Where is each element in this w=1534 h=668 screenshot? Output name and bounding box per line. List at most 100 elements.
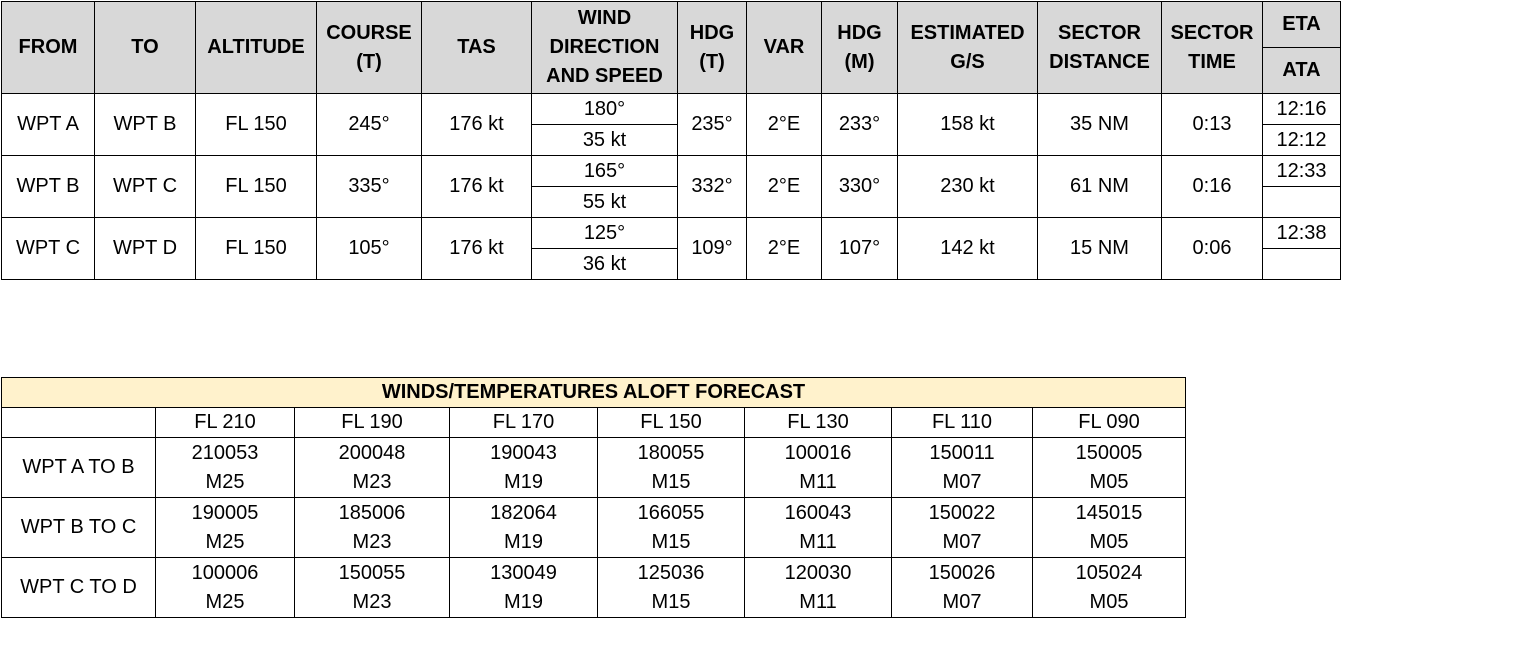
winds-aloft-forecast-table: WINDS/TEMPERATURES ALOFT FORECAST FL 210… — [1, 377, 1186, 618]
header-hdg-mag-line1: HDG — [837, 21, 882, 44]
forecast-cell: 150026 M07 — [891, 557, 1033, 618]
wind-value: 150055 — [338, 561, 406, 584]
row2-var: 2°E — [746, 155, 822, 218]
temp-value: M07 — [942, 590, 982, 613]
wind-value: 120030 — [784, 561, 852, 584]
forecast-cell: 125036 M15 — [597, 557, 745, 618]
forecast-cell: 145015 M05 — [1032, 497, 1186, 558]
forecast-cell: 190005 M25 — [155, 497, 295, 558]
wind-value: 190005 — [191, 501, 259, 524]
row1-wind-speed: 35 kt — [531, 124, 678, 156]
header-hdg-true-line1: HDG — [689, 21, 735, 44]
temp-value: M11 — [799, 470, 837, 493]
segment-label: WPT C TO D — [1, 557, 156, 618]
row3-from: WPT C — [1, 217, 95, 280]
header-sector-distance: SECTOR DISTANCE — [1037, 1, 1162, 94]
forecast-cell: 210053 M25 — [155, 437, 295, 498]
temp-value: M11 — [799, 590, 837, 613]
temp-value: M05 — [1089, 590, 1129, 613]
row1-ata: 12:12 — [1262, 124, 1341, 156]
row3-to: WPT D — [94, 217, 196, 280]
temp-value: M15 — [651, 470, 691, 493]
forecast-cell: 182064 M19 — [449, 497, 598, 558]
levels-corner-cell — [1, 407, 156, 438]
row1-eta: 12:16 — [1262, 93, 1341, 125]
header-sector-time: SECTOR TIME — [1161, 1, 1263, 94]
forecast-cell: 185006 M23 — [294, 497, 450, 558]
level-header: FL 150 — [597, 407, 745, 438]
temp-value: M15 — [651, 590, 691, 613]
row1-wind-direction: 180° — [531, 93, 678, 125]
header-ata: ATA — [1262, 47, 1341, 94]
row3-var: 2°E — [746, 217, 822, 280]
wind-value: 145015 — [1075, 501, 1143, 524]
row3-wind-speed: 36 kt — [531, 248, 678, 280]
header-to: TO — [94, 1, 196, 94]
temp-value: M19 — [504, 530, 543, 553]
row2-to: WPT C — [94, 155, 196, 218]
header-hdg-mag-line2: (M) — [844, 50, 875, 73]
forecast-cell: 100016 M11 — [744, 437, 892, 498]
temp-value: M05 — [1089, 530, 1129, 553]
row1-hdg-mag: 233° — [821, 93, 898, 156]
header-hdg-true: HDG (T) — [677, 1, 747, 94]
row3-tas: 176 kt — [421, 217, 532, 280]
temp-value: M25 — [205, 530, 245, 553]
row2-ata — [1262, 186, 1341, 218]
forecast-cell: 105024 M05 — [1032, 557, 1186, 618]
row3-hdg-mag: 107° — [821, 217, 898, 280]
wind-value: 150026 — [928, 561, 996, 584]
wind-value: 130049 — [490, 561, 557, 584]
wind-value: 100016 — [784, 441, 852, 464]
header-course: COURSE (T) — [316, 1, 422, 94]
row1-course: 245° — [316, 93, 422, 156]
level-header: FL 130 — [744, 407, 892, 438]
row3-groundspeed: 142 kt — [897, 217, 1038, 280]
row2-eta: 12:33 — [1262, 155, 1341, 187]
row1-hdg-true: 235° — [677, 93, 747, 156]
header-wind-line2: DIRECTION — [549, 36, 660, 58]
temp-value: M15 — [651, 530, 691, 553]
wind-value: 150011 — [929, 441, 995, 464]
winds-aloft-title: WINDS/TEMPERATURES ALOFT FORECAST — [1, 377, 1186, 408]
temp-value: M07 — [942, 530, 982, 553]
forecast-cell: 166055 M15 — [597, 497, 745, 558]
level-header: FL 170 — [449, 407, 598, 438]
temp-value: M11 — [799, 530, 837, 553]
segment-label: WPT B TO C — [1, 497, 156, 558]
temp-value: M25 — [205, 590, 245, 613]
forecast-cell: 130049 M19 — [449, 557, 598, 618]
row1-distance: 35 NM — [1037, 93, 1162, 156]
header-sector-time-line2: TIME — [1188, 50, 1236, 73]
row2-groundspeed: 230 kt — [897, 155, 1038, 218]
row2-hdg-mag: 330° — [821, 155, 898, 218]
header-course-line2: (T) — [356, 50, 382, 73]
wind-value: 210053 — [191, 441, 259, 464]
row1-var: 2°E — [746, 93, 822, 156]
header-wind-line3: AND SPEED — [546, 65, 663, 87]
header-sector-distance-line1: SECTOR — [1058, 21, 1141, 44]
temp-value: M23 — [352, 530, 392, 553]
row3-course: 105° — [316, 217, 422, 280]
temp-value: M19 — [504, 470, 543, 493]
header-wind: WIND DIRECTION AND SPEED — [531, 1, 678, 94]
row2-altitude: FL 150 — [195, 155, 317, 218]
row2-distance: 61 NM — [1037, 155, 1162, 218]
wind-value: 105024 — [1075, 561, 1143, 584]
header-from: FROM — [1, 1, 95, 94]
wind-value: 182064 — [490, 501, 557, 524]
forecast-cell: 200048 M23 — [294, 437, 450, 498]
row2-tas: 176 kt — [421, 155, 532, 218]
forecast-cell: 150055 M23 — [294, 557, 450, 618]
header-hdg-mag: HDG (M) — [821, 1, 898, 94]
forecast-cell: 150005 M05 — [1032, 437, 1186, 498]
header-groundspeed: ESTIMATED G/S — [897, 1, 1038, 94]
header-hdg-true-line2: (T) — [699, 50, 725, 73]
header-eta: ETA — [1262, 1, 1341, 48]
row3-hdg-true: 109° — [677, 217, 747, 280]
row3-time: 0:06 — [1161, 217, 1263, 280]
row2-from: WPT B — [1, 155, 95, 218]
wind-value: 190043 — [490, 441, 557, 464]
forecast-cell: 100006 M25 — [155, 557, 295, 618]
header-groundspeed-line2: G/S — [950, 50, 985, 73]
